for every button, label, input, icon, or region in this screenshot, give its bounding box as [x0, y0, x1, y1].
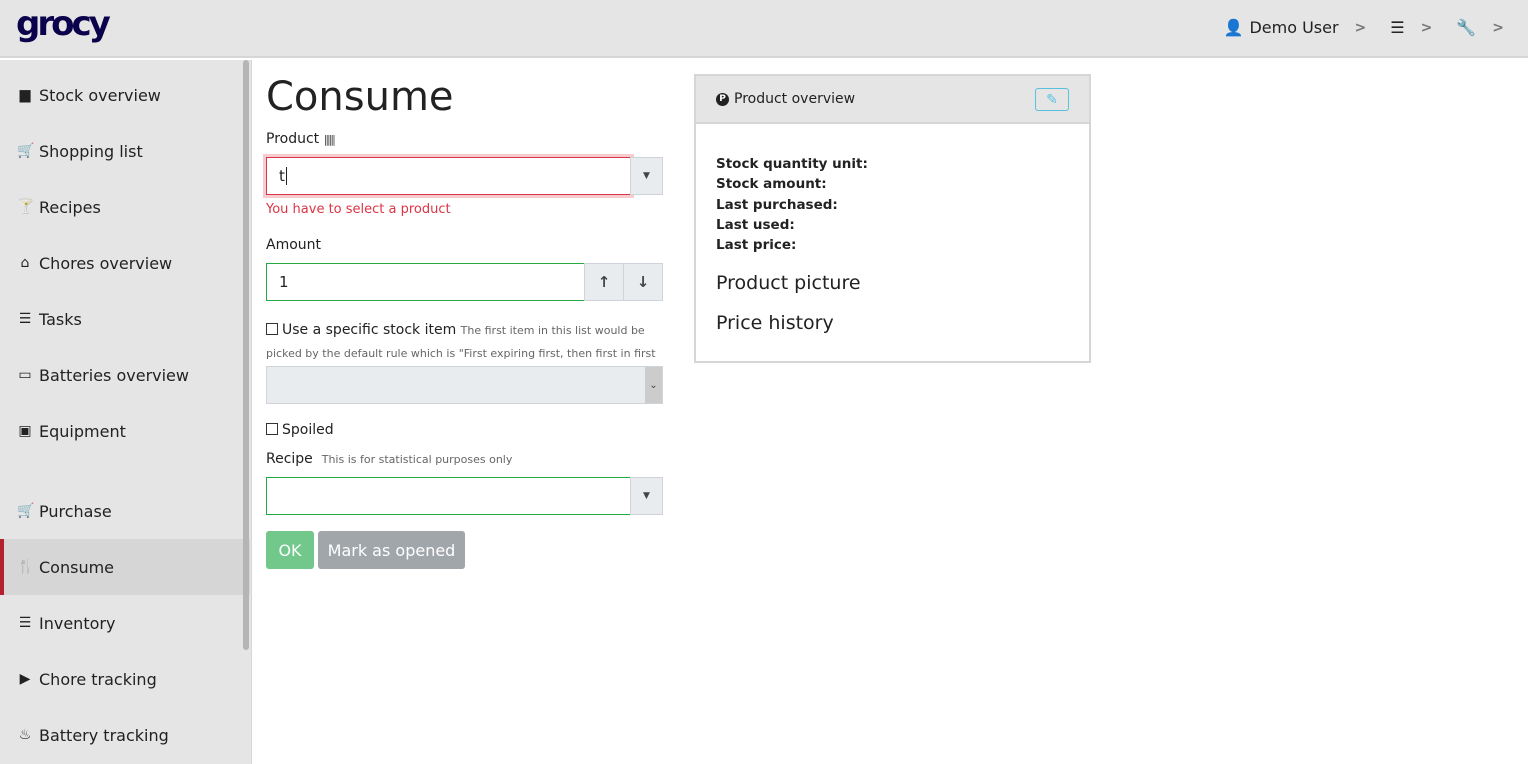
product-fact: Stock amount: — [716, 176, 827, 193]
tasks-icon: ☰ — [18, 311, 32, 327]
sidebar-item-label: Consume — [39, 557, 115, 577]
product-error: You have to select a product — [266, 202, 451, 217]
caret-down-icon: ▼ — [643, 171, 650, 181]
sidebar-item-batteries-overview[interactable]: ▭ Batteries overview — [0, 347, 250, 403]
sidebar-item-equipment[interactable]: ▣ Equipment — [0, 403, 250, 459]
chevron-down-icon[interactable]: ⌄ — [645, 367, 662, 403]
mark-opened-button[interactable]: Mark as opened — [318, 531, 465, 569]
fire-icon: ♨ — [18, 727, 32, 743]
edit-icon: ✎ — [1046, 91, 1058, 108]
amount-decrease-button[interactable]: ↓ — [623, 263, 663, 301]
sidebar-item-recipes[interactable]: 🍸 Recipes — [0, 179, 250, 235]
sidebar-item-label: Battery tracking — [39, 725, 169, 745]
sidebar-item-tasks[interactable]: ☰ Tasks — [0, 291, 250, 347]
recipe-label: Recipe — [266, 451, 313, 467]
sidebar-item-stock-overview[interactable]: ▆ Stock overview — [0, 67, 250, 123]
product-picture-heading: Product picture — [716, 272, 861, 294]
cart-icon: 🛒 — [17, 503, 35, 519]
sidebar-item-consume[interactable]: 🍴 Consume — [0, 539, 250, 595]
play-icon: ▶ — [19, 671, 31, 687]
chevron-right-icon[interactable]: > — [1492, 19, 1504, 36]
sidebar-item-label: Equipment — [39, 421, 126, 441]
product-p-icon: P — [716, 92, 729, 106]
caret-down-icon: ▼ — [643, 491, 650, 501]
cart-icon: 🛒 — [17, 143, 35, 159]
wrench-icon[interactable]: 🔧 — [1456, 18, 1477, 37]
sidebar-item-label: Recipes — [39, 197, 101, 217]
edit-product-button[interactable]: ✎ — [1035, 88, 1069, 111]
price-history-heading: Price history — [716, 312, 834, 334]
grocy-logo[interactable]: grocy — [16, 4, 111, 44]
recipe-dropdown-toggle[interactable]: ▼ — [630, 477, 663, 515]
ok-button[interactable]: OK — [266, 531, 314, 569]
home-icon: ⌂ — [20, 255, 30, 271]
card-title: Product overview — [734, 91, 856, 107]
sidebar-item-label: Purchase — [39, 501, 112, 521]
recipe-hint: This is for statistical purposes only — [321, 453, 513, 466]
spoiled-checkbox[interactable] — [266, 423, 278, 435]
utensils-icon: 🍴 — [17, 559, 35, 575]
sidebar-item-inventory[interactable]: ☰ Inventory — [0, 595, 250, 651]
amount-label: Amount — [266, 237, 322, 253]
sidebar-item-label: Stock overview — [39, 85, 161, 105]
product-label: Product — [266, 131, 320, 147]
sidebar-item-label: Inventory — [39, 613, 116, 633]
box-icon: ▆ — [19, 87, 31, 103]
amount-input[interactable]: 1 — [266, 263, 585, 301]
specific-stock-label[interactable]: Use a specific stock item — [282, 322, 457, 338]
arrow-up-icon: ↑ — [597, 273, 611, 291]
sidebar-item-battery-tracking[interactable]: ♨ Battery tracking — [0, 707, 250, 763]
sidebar-item-shopping-list[interactable]: 🛒 Shopping list — [0, 123, 250, 179]
recipe-input[interactable] — [266, 477, 631, 515]
chevron-right-icon[interactable]: > — [1420, 19, 1433, 36]
specific-stock-checkbox[interactable] — [266, 323, 278, 335]
product-fact: Last purchased: — [716, 196, 838, 213]
battery-icon: ▭ — [18, 367, 32, 383]
spoiled-label[interactable]: Spoiled — [282, 422, 334, 438]
chevron-right-icon[interactable]: > — [1354, 19, 1367, 36]
amount-increase-button[interactable]: ↑ — [584, 263, 624, 301]
sidebar-item-label: Tasks — [39, 309, 82, 329]
sidebar-item-label: Chores overview — [39, 253, 173, 273]
sidebar-item-purchase[interactable]: 🛒 Purchase — [0, 483, 250, 539]
product-fact: Last price: — [716, 237, 797, 254]
user-menu[interactable]: Demo User — [1249, 18, 1339, 37]
sidebar-scrollbar[interactable] — [243, 60, 249, 650]
product-overview-card: P Product overview ✎ Stock quantity unit:… — [694, 74, 1091, 363]
product-dropdown-toggle[interactable]: ▼ — [630, 157, 663, 195]
product-fact: Last used: — [716, 216, 795, 233]
sidebar-item-chores-overview[interactable]: ⌂ Chores overview — [0, 235, 250, 291]
sidebar-item-label: Batteries overview — [39, 365, 189, 385]
product-input[interactable]: t — [266, 157, 631, 195]
cocktail-icon: 🍸 — [17, 199, 35, 215]
stock-item-select[interactable] — [266, 366, 663, 404]
sidebar: ▆ Stock overview 🛒 Shopping list 🍸 Recipes ⌂ Ch… — [0, 60, 252, 764]
list-icon: ☰ — [18, 615, 32, 631]
toolbox-icon: ▣ — [18, 423, 32, 439]
sliders-icon[interactable]: ☰ — [1390, 18, 1405, 37]
user-icon: 👤 — [1223, 18, 1244, 37]
arrow-down-icon: ↓ — [636, 273, 650, 291]
sidebar-item-chore-tracking[interactable]: ▶ Chore tracking — [0, 651, 250, 707]
barcode-icon[interactable]: |||||| — [323, 133, 336, 146]
topbar: grocy 👤 Demo User > ☰ > 🔧 > — [0, 0, 1528, 58]
page-title: Consume — [266, 74, 454, 120]
sidebar-item-label: Shopping list — [39, 141, 143, 161]
product-fact: Stock quantity unit: — [716, 156, 868, 172]
sidebar-item-label: Chore tracking — [39, 669, 157, 689]
